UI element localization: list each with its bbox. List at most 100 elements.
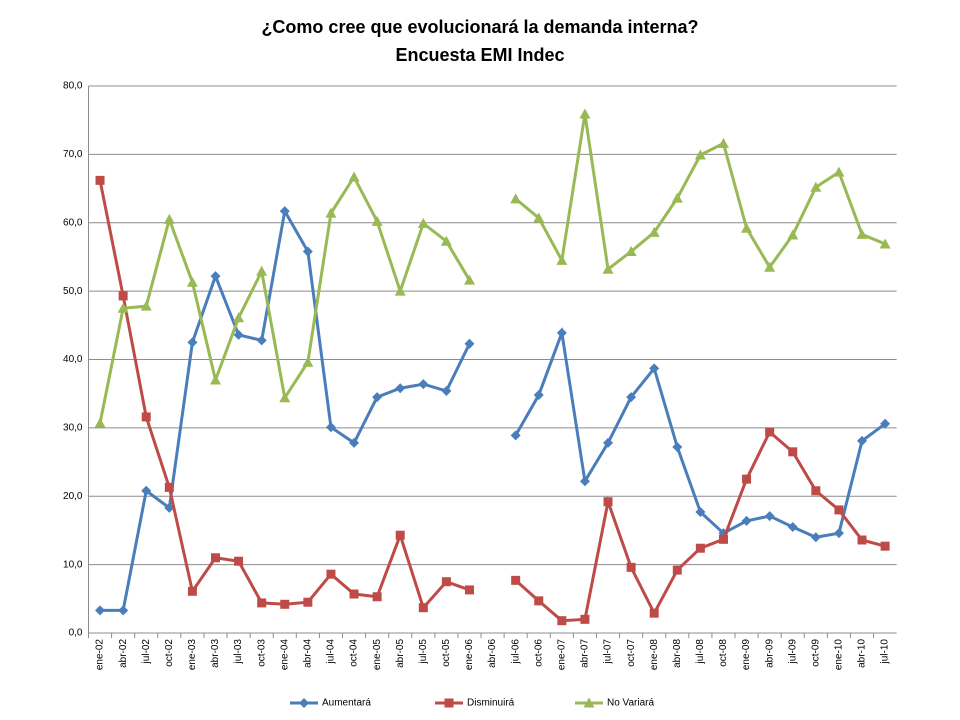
data-point <box>764 261 776 272</box>
data-point <box>579 108 591 119</box>
data-point <box>395 383 406 394</box>
x-tick-label: ene-03 <box>187 639 198 671</box>
data-point <box>556 254 568 265</box>
data-point <box>256 265 268 276</box>
data-point <box>371 215 383 226</box>
data-point <box>856 228 868 239</box>
x-tick-label: jul-04 <box>326 639 337 665</box>
data-point <box>279 392 291 403</box>
data-point <box>787 229 799 240</box>
data-point <box>210 553 220 563</box>
data-point <box>279 206 290 217</box>
x-tick-label: jul-08 <box>695 639 706 665</box>
data-point <box>879 238 891 249</box>
x-tick-label: abr-09 <box>764 639 775 668</box>
legend-label: Disminuirá <box>467 698 515 709</box>
data-point <box>464 338 475 349</box>
data-point <box>833 166 845 177</box>
x-tick-label: oct-07 <box>626 639 637 667</box>
x-tick-label: jul-09 <box>787 639 798 665</box>
data-point <box>209 374 221 385</box>
data-point <box>717 137 729 148</box>
legend-label: No Variará <box>607 698 654 709</box>
data-point <box>533 212 545 223</box>
x-tick-label: abr-06 <box>487 639 498 668</box>
data-point <box>95 605 106 616</box>
data-point <box>811 486 821 496</box>
x-tick-label: oct-08 <box>718 639 729 667</box>
data-point <box>718 534 728 544</box>
x-tick-label: oct-03 <box>256 639 267 667</box>
data-point <box>579 476 590 487</box>
x-tick-label: abr-07 <box>580 639 591 668</box>
data-point <box>256 335 267 346</box>
legend-label: Aumentará <box>322 698 371 709</box>
data-point <box>302 246 313 257</box>
data-point <box>118 291 128 301</box>
data-point <box>626 392 637 403</box>
data-point <box>186 276 198 287</box>
y-tick-label: 80,0 <box>63 81 83 92</box>
x-tick-label: jul-07 <box>603 639 614 665</box>
data-point <box>257 598 267 608</box>
data-point <box>349 589 359 599</box>
data-point <box>510 430 521 441</box>
x-tick-label: oct-04 <box>349 639 360 667</box>
x-tick-label: abr-08 <box>672 639 683 668</box>
legend-marker <box>299 698 309 708</box>
data-point <box>742 474 752 484</box>
data-point <box>833 528 844 539</box>
data-point <box>141 485 152 496</box>
x-tick-label: ene-09 <box>741 639 752 671</box>
data-point <box>603 497 613 507</box>
data-point <box>557 616 567 626</box>
data-point <box>834 505 844 515</box>
data-point <box>625 245 637 256</box>
data-point <box>671 192 683 203</box>
data-point <box>349 437 360 448</box>
data-point <box>280 599 290 609</box>
x-tick-label: abr-10 <box>857 639 868 668</box>
data-point <box>787 522 798 533</box>
data-point <box>187 586 197 596</box>
y-tick-label: 10,0 <box>63 559 83 570</box>
data-point <box>764 511 775 522</box>
x-tick-label: abr-04 <box>302 639 313 668</box>
x-tick-label: abr-05 <box>395 639 406 668</box>
data-point <box>302 356 314 367</box>
data-point <box>210 271 221 282</box>
data-point <box>440 235 452 246</box>
data-point <box>810 532 821 543</box>
data-point <box>857 535 867 545</box>
data-point <box>741 515 752 526</box>
data-point <box>580 614 590 624</box>
data-point <box>395 530 405 540</box>
data-point <box>880 541 890 551</box>
y-tick-label: 60,0 <box>63 217 83 228</box>
data-point <box>118 605 129 616</box>
x-tick-label: jul-05 <box>418 639 429 665</box>
x-tick-label: jul-02 <box>141 639 152 665</box>
data-point <box>648 226 660 237</box>
x-tick-label: ene-07 <box>556 639 567 671</box>
data-point <box>765 427 775 437</box>
y-tick-label: 70,0 <box>63 149 83 160</box>
data-point <box>511 575 521 585</box>
data-point <box>141 412 151 422</box>
data-point <box>326 569 336 579</box>
legend-marker <box>444 698 454 708</box>
data-point <box>626 562 636 572</box>
data-point <box>741 222 753 233</box>
data-point <box>788 447 798 457</box>
data-point <box>95 175 105 185</box>
data-point <box>233 329 244 340</box>
x-tick-label: oct-06 <box>533 639 544 667</box>
data-point <box>117 302 129 313</box>
data-point <box>234 556 244 566</box>
data-point <box>303 597 313 607</box>
data-point <box>441 385 452 396</box>
data-point <box>418 603 428 613</box>
y-tick-label: 20,0 <box>63 491 83 502</box>
data-point <box>695 543 705 553</box>
